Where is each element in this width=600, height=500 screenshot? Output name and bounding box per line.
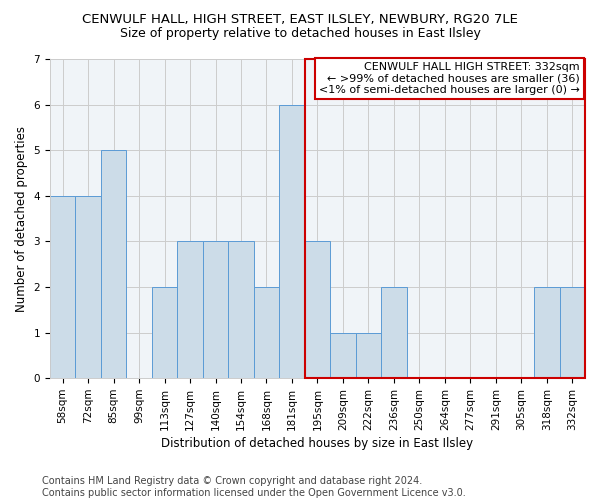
Text: CENWULF HALL, HIGH STREET, EAST ILSLEY, NEWBURY, RG20 7LE: CENWULF HALL, HIGH STREET, EAST ILSLEY, … bbox=[82, 12, 518, 26]
Bar bbox=[381, 287, 407, 378]
Bar bbox=[330, 332, 356, 378]
Bar bbox=[534, 287, 560, 378]
Bar bbox=[203, 242, 228, 378]
Bar bbox=[152, 287, 178, 378]
Bar bbox=[50, 196, 76, 378]
Y-axis label: Number of detached properties: Number of detached properties bbox=[15, 126, 28, 312]
Text: Contains HM Land Registry data © Crown copyright and database right 2024.
Contai: Contains HM Land Registry data © Crown c… bbox=[42, 476, 466, 498]
Bar bbox=[254, 287, 279, 378]
Bar bbox=[356, 332, 381, 378]
Text: Size of property relative to detached houses in East Ilsley: Size of property relative to detached ho… bbox=[119, 28, 481, 40]
Bar bbox=[305, 242, 330, 378]
Bar bbox=[76, 196, 101, 378]
Bar bbox=[228, 242, 254, 378]
X-axis label: Distribution of detached houses by size in East Ilsley: Distribution of detached houses by size … bbox=[161, 437, 473, 450]
Bar bbox=[101, 150, 127, 378]
Bar bbox=[178, 242, 203, 378]
Bar bbox=[279, 104, 305, 378]
Bar bbox=[305, 59, 585, 378]
Bar bbox=[560, 287, 585, 378]
Text: CENWULF HALL HIGH STREET: 332sqm
← >99% of detached houses are smaller (36)
<1% : CENWULF HALL HIGH STREET: 332sqm ← >99% … bbox=[319, 62, 580, 96]
